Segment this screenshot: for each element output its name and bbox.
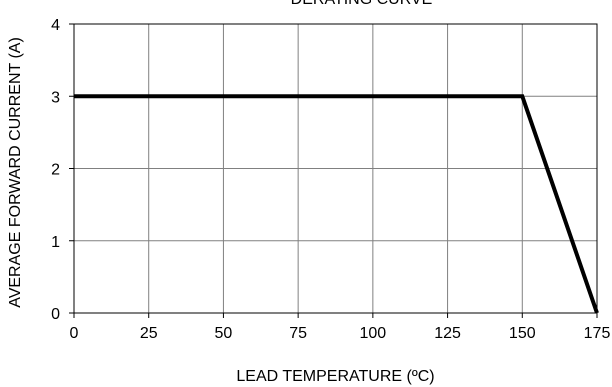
y-tick-label: 1: [51, 234, 60, 251]
x-tick-labels: 0 25 50 75 100 125 150 175: [70, 313, 611, 342]
x-tick-label: 175: [584, 325, 611, 342]
y-tick-label: 0: [51, 306, 60, 323]
x-tick-label: 100: [360, 325, 387, 342]
y-axis-title: AVERAGE FORWARD CURRENT (A): [7, 37, 24, 308]
x-tick-label: 25: [140, 325, 158, 342]
y-tick-label: 2: [51, 162, 60, 179]
x-tick-label: 0: [70, 325, 79, 342]
x-axis-title: LEAD TEMPERATURE (ºC): [236, 368, 434, 385]
derating-curve-line: [74, 94, 599, 314]
y-tick-label: 4: [51, 17, 60, 34]
y-tick-labels: 0 1 2 3 4: [51, 17, 74, 323]
x-tick-label: 50: [215, 325, 233, 342]
series-layer: [74, 94, 599, 314]
grid: [74, 24, 597, 313]
x-tick-label: 125: [434, 325, 461, 342]
x-tick-label: 150: [509, 325, 536, 342]
x-tick-label: 75: [289, 325, 307, 342]
chart-title: DERATING CURVE: [291, 0, 433, 8]
y-tick-label: 3: [51, 89, 60, 106]
